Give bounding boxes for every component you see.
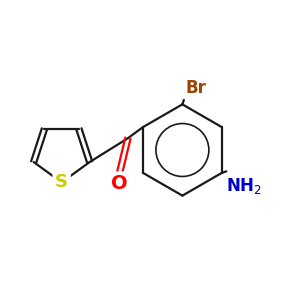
Text: O: O bbox=[111, 174, 128, 194]
Text: NH$_2$: NH$_2$ bbox=[226, 176, 262, 196]
Text: S: S bbox=[55, 173, 68, 191]
Text: Br: Br bbox=[185, 79, 206, 97]
